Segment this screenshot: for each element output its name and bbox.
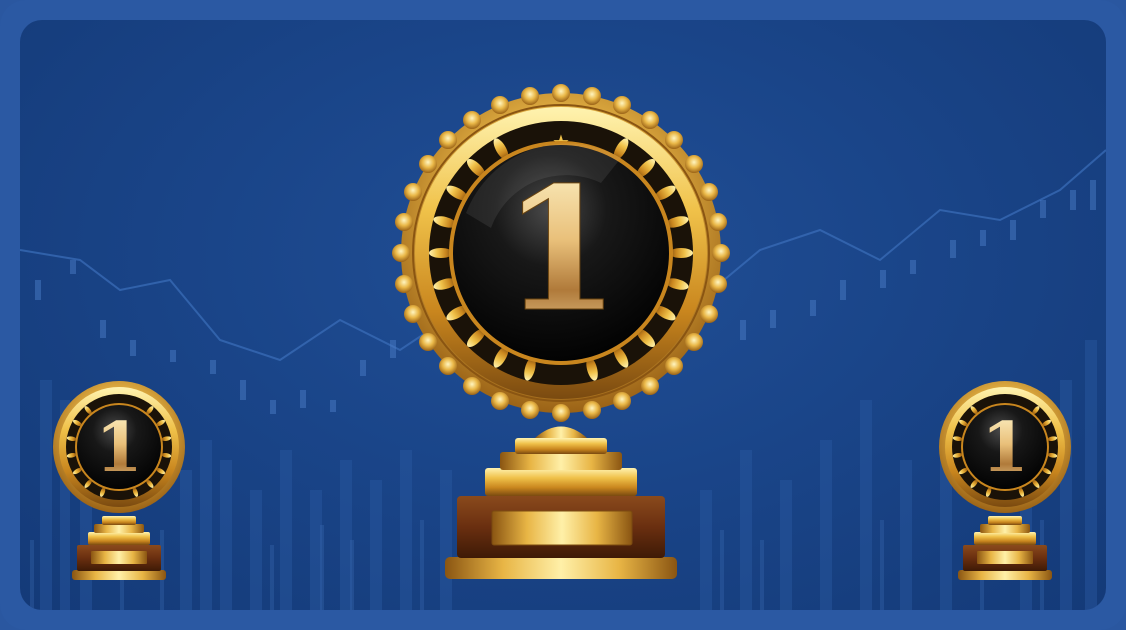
right-medal-number: 1 (981, 408, 1028, 488)
center-medal-number: 1 (502, 150, 620, 350)
left-medal-number: 1 (95, 408, 142, 488)
background-bars (40, 340, 1097, 610)
center-medal-laurel (429, 138, 693, 381)
center-trophy: ★ 1 (392, 84, 730, 579)
center-trophy-nameplate (491, 510, 633, 546)
background-candles (35, 180, 1096, 414)
scene-canvas: ★ 1 (20, 84, 1106, 610)
background-panel: ★ 1 (20, 20, 1106, 610)
center-medal: ★ 1 (392, 84, 730, 422)
center-trophy-base-bottom (445, 557, 677, 579)
left-trophy: 1 (53, 381, 185, 580)
right-trophy: 1 (939, 381, 1071, 580)
